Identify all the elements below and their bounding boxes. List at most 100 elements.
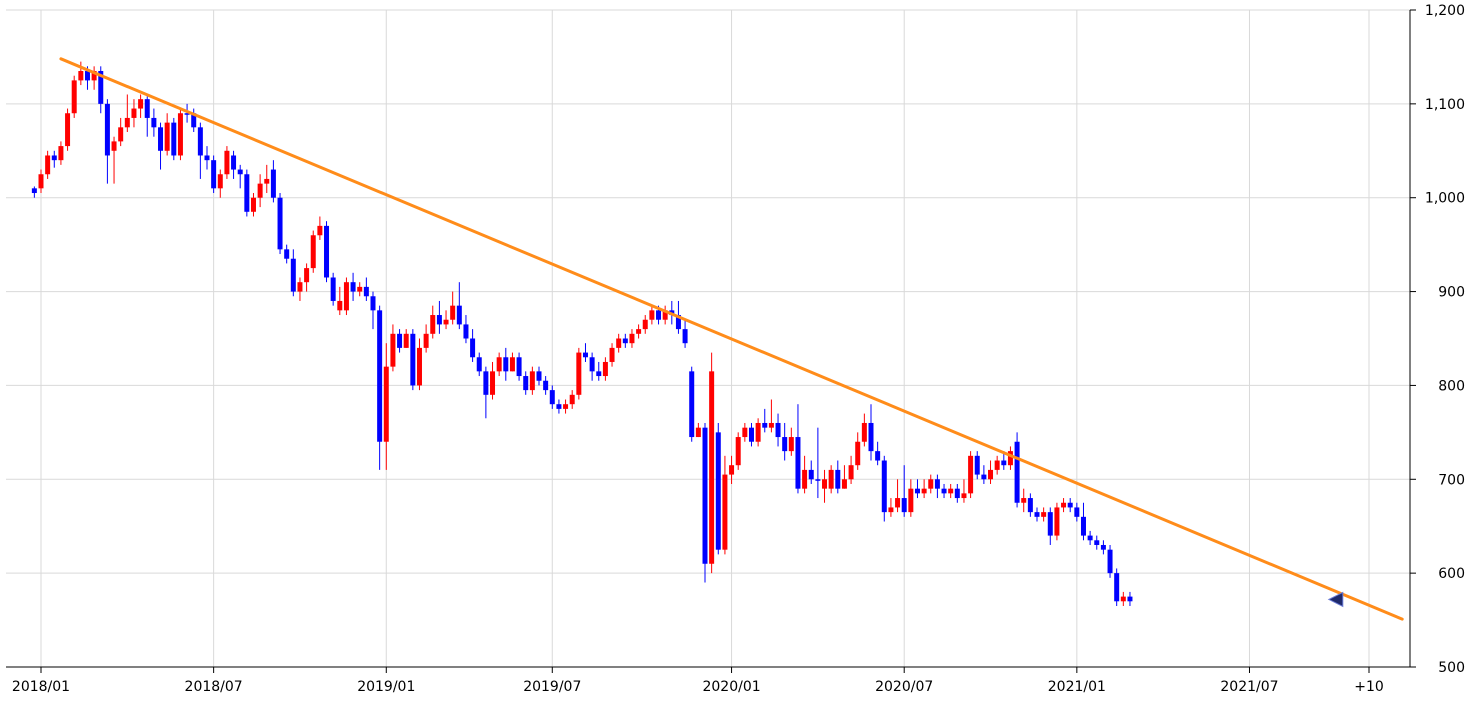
candle-body [330,277,336,301]
candle-body [363,286,369,297]
candle-body [436,315,442,325]
candle-body [941,488,947,494]
candle-body [177,113,183,156]
candle-body [257,183,263,198]
candle-body [722,474,728,550]
x-tick-label: 2020/01 [702,679,760,695]
candle-body [456,305,462,325]
candle-body [1027,498,1033,513]
candle-body [689,371,695,438]
candle-body [835,469,841,489]
candle-body [310,235,316,269]
candle-body [1127,596,1133,602]
candle-body [1047,512,1053,536]
candle-body [622,338,628,344]
candles [31,61,1133,606]
candle-body [78,71,84,81]
candle-body [636,329,642,334]
y-tick-label: 800 [1438,378,1465,394]
candle-body [616,338,622,348]
trendline-layer [59,57,1404,621]
candle-body [1107,549,1113,574]
candle-body [695,427,701,438]
candle-body [529,371,535,391]
x-tick-label: 2021/01 [1048,679,1106,695]
candle-body [841,479,847,489]
candle-body [104,103,110,156]
candle-body [602,361,608,377]
x-tick-label: 2018/01 [12,679,70,695]
candle-body [324,225,330,278]
candle-body [569,394,575,405]
x-tick-label: 2019/07 [523,679,581,695]
candle-body [430,315,436,334]
candle-body [470,338,476,358]
candle-body [828,469,834,489]
candle-body [397,333,403,348]
candle-body [888,507,894,513]
candle-body [98,71,104,104]
candle-body [762,422,768,428]
candle-body [921,488,927,494]
candle-body [1067,502,1073,508]
candle-body [895,498,901,508]
candle-body [211,160,217,189]
y-tick-label: 600 [1438,566,1465,582]
candle-body [788,437,794,452]
candle-body [861,422,867,442]
candle-body [543,380,549,391]
candle-body [768,422,774,428]
candle-body [131,108,137,118]
candle-body [563,404,569,409]
candle-body [974,455,980,475]
candle-body [317,225,323,236]
candle-body [1014,441,1020,503]
candle-body [802,469,808,489]
candle-body [1034,512,1040,517]
candle-body [629,333,635,344]
candle-body [1094,540,1100,545]
candle-body [1041,512,1047,517]
candle-body [197,127,203,156]
candle-body [463,324,469,339]
axes: 500 600 700 800 900 1,000 1,100 1,200 2018/01 201… [6,3,1465,695]
x-tick-label: 2018/07 [185,679,243,695]
candle-body [65,113,71,147]
candle-body [45,155,51,175]
candle-body [377,310,383,442]
candle-body [250,197,256,212]
candle-body [217,174,223,189]
candle-body [410,333,416,386]
candle-body [775,422,781,438]
x-tick-label: 2021/07 [1220,679,1278,695]
candle-body [423,333,429,348]
candle-body [735,437,741,466]
trendline [59,57,1404,621]
candle-body [715,432,721,550]
candle-body [158,127,164,151]
candle-body [118,127,124,142]
candle-body [1007,451,1013,466]
candle-body [164,122,170,151]
candle-body [350,282,356,292]
candle-body [58,146,64,161]
candle-body [290,258,296,292]
candle-body [954,488,960,499]
candle-body [536,371,542,381]
candle-body [270,169,276,198]
candle-body [994,460,1000,470]
candle-body [51,155,57,161]
candle-body [928,479,934,489]
candle-body [795,437,801,489]
candle-body [868,422,874,452]
candle-body [881,460,887,513]
candle-body [383,366,389,442]
candle-body [948,488,954,494]
candle-body [576,352,582,395]
candle-body [297,282,303,292]
candle-body [782,437,788,452]
current-price-marker [1327,591,1344,608]
y-tick-label: 900 [1438,285,1465,301]
candle-body [822,479,828,489]
candle-body [450,305,456,320]
